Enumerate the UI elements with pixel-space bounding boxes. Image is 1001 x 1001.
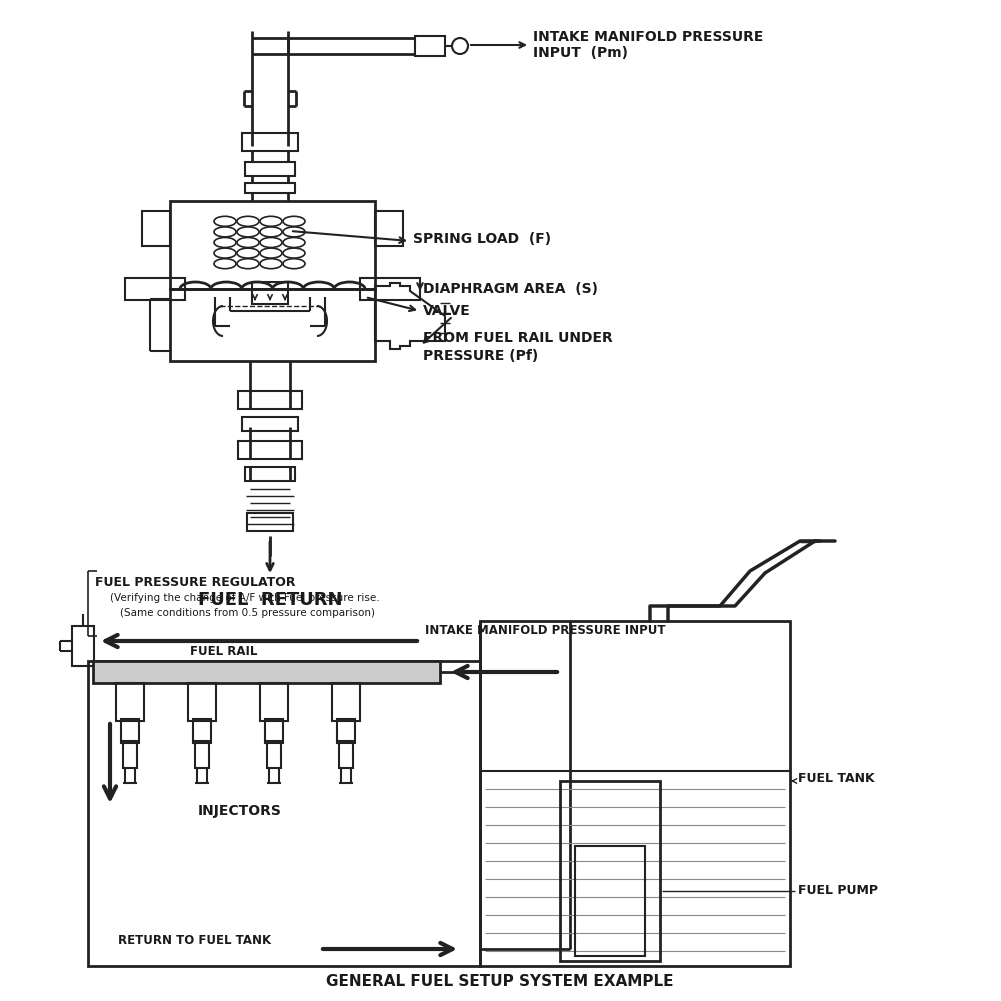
Bar <box>560 781 660 961</box>
Text: GENERAL FUEL SETUP SYSTEM EXAMPLE: GENERAL FUEL SETUP SYSTEM EXAMPLE <box>326 974 674 989</box>
Text: FUEL RAIL: FUEL RAIL <box>190 645 257 658</box>
Bar <box>480 621 790 966</box>
Bar <box>116 683 144 721</box>
Bar <box>252 282 288 304</box>
Bar <box>193 719 211 743</box>
Text: PRESSURE (Pf): PRESSURE (Pf) <box>423 349 539 363</box>
Bar <box>339 741 353 768</box>
Bar <box>142 211 170 246</box>
Text: INTAKE MANIFOLD PRESSURE: INTAKE MANIFOLD PRESSURE <box>533 30 764 44</box>
Bar <box>238 441 302 459</box>
Bar <box>121 719 139 743</box>
Text: INPUT  (Pm): INPUT (Pm) <box>533 46 628 60</box>
Text: INTAKE MANIFOLD PRESSURE INPUT: INTAKE MANIFOLD PRESSURE INPUT <box>425 624 666 637</box>
Text: FUEL TANK: FUEL TANK <box>798 773 875 786</box>
Bar <box>170 289 375 361</box>
Bar <box>265 719 283 743</box>
Bar <box>360 278 420 300</box>
Bar <box>72 626 94 666</box>
Text: FUEL  RETURN: FUEL RETURN <box>198 591 342 609</box>
Bar <box>332 683 360 721</box>
Text: SPRING LOAD  (F): SPRING LOAD (F) <box>413 232 552 246</box>
Bar <box>242 417 298 431</box>
Bar <box>245 162 295 176</box>
Bar <box>247 513 293 531</box>
Text: FROM FUEL RAIL UNDER: FROM FUEL RAIL UNDER <box>423 331 613 345</box>
Bar <box>267 741 281 768</box>
Text: VALVE: VALVE <box>423 304 470 318</box>
Bar <box>170 201 375 289</box>
Bar <box>188 683 216 721</box>
Bar <box>88 661 480 966</box>
Bar <box>242 133 298 151</box>
Text: FUEL PRESSURE REGULATOR: FUEL PRESSURE REGULATOR <box>95 576 295 589</box>
Bar <box>375 211 403 246</box>
Text: RETURN TO FUEL TANK: RETURN TO FUEL TANK <box>118 935 271 948</box>
Bar <box>415 36 445 56</box>
Bar <box>93 661 440 683</box>
Bar <box>238 391 302 409</box>
Bar <box>260 683 288 721</box>
Text: (Same conditions from 0.5 pressure comparison): (Same conditions from 0.5 pressure compa… <box>120 608 375 618</box>
Bar <box>337 719 355 743</box>
Text: DIAPHRAGM AREA  (S): DIAPHRAGM AREA (S) <box>423 282 598 296</box>
Text: (Verifying the change of A/F with Fuel pressure rise.: (Verifying the change of A/F with Fuel p… <box>110 593 379 603</box>
Bar <box>575 846 645 956</box>
Bar <box>125 278 185 300</box>
Bar <box>195 741 209 768</box>
Text: FUEL PUMP: FUEL PUMP <box>798 885 878 898</box>
Bar <box>245 183 295 193</box>
Bar <box>123 741 137 768</box>
Bar <box>245 467 295 481</box>
Text: INJECTORS: INJECTORS <box>198 804 282 818</box>
